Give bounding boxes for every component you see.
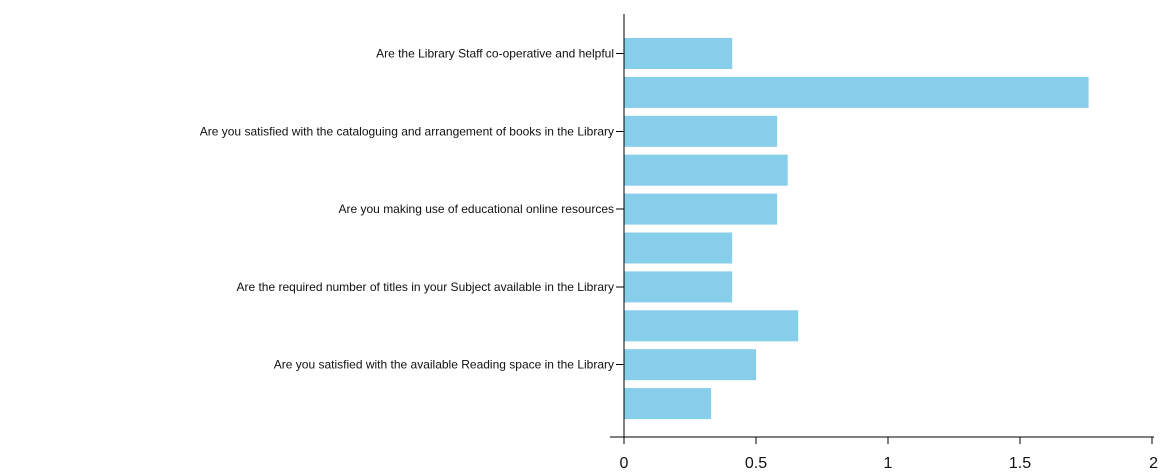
bar-2	[624, 76, 1089, 108]
x-tick-label-1: 0.5	[745, 455, 767, 472]
bar-9	[624, 349, 756, 381]
x-tick-label-2: 1	[884, 455, 893, 472]
bars-group	[624, 38, 1089, 420]
bar-7	[624, 271, 733, 303]
x-axis: 0 0.5 1 1.5 2	[610, 436, 1158, 472]
bar-8	[624, 310, 799, 342]
x-tick-label-3: 1.5	[1009, 455, 1031, 472]
category-label-9: Are you satisfied with the available Rea…	[274, 358, 614, 372]
bar-3	[624, 115, 778, 147]
bar-6	[624, 232, 733, 264]
x-tick-label-0: 0	[620, 455, 629, 472]
category-label-1: Are the Library Staff co-operative and h…	[376, 47, 614, 61]
bar-4	[624, 154, 788, 186]
bar-10	[624, 388, 712, 420]
category-label-5: Are you making use of educational online…	[339, 202, 615, 216]
bar-5	[624, 193, 778, 225]
y-axis: Are the Library Staff co-operative and h…	[200, 14, 625, 437]
category-label-3: Are you satisfied with the cataloguing a…	[200, 124, 614, 138]
x-tick-label-4: 2	[1149, 455, 1158, 472]
category-label-7: Are the required number of titles in you…	[236, 280, 614, 294]
bar-1	[624, 38, 733, 69]
